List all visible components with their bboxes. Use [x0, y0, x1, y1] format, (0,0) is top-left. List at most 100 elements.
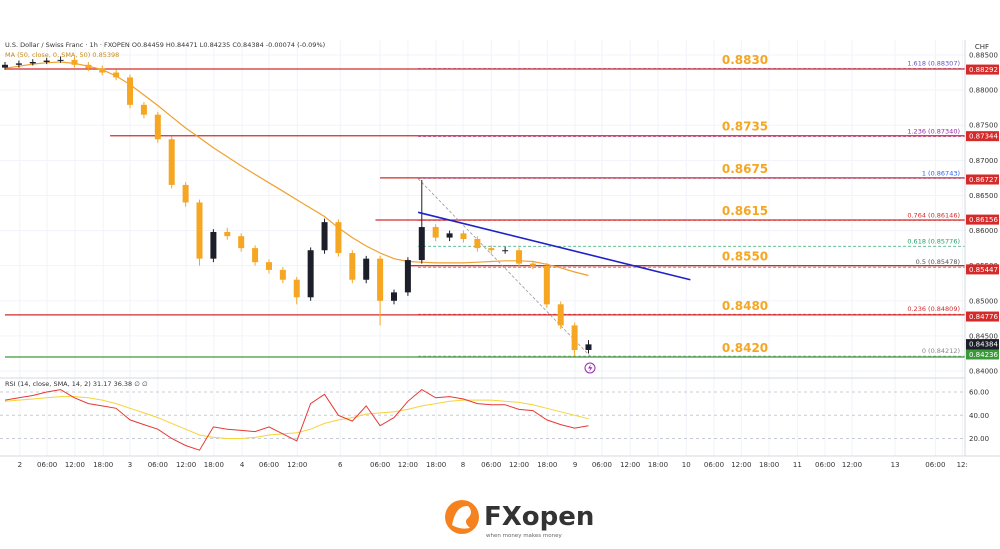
- alert-icon: [584, 362, 596, 374]
- level-label: 0.8675: [722, 162, 768, 176]
- fib-label: 1.618 (0.88307): [907, 60, 960, 68]
- candle-body: [307, 250, 314, 298]
- x-tick-label: 18:00: [759, 461, 779, 469]
- fib-label: 0.236 (0.84809): [907, 305, 960, 313]
- level-tag-box: [966, 131, 999, 142]
- x-tick-label: 06:00: [37, 461, 57, 469]
- candle-body: [543, 265, 550, 305]
- level-tag: 0.86156: [969, 216, 998, 224]
- logo-emblem-mark: [452, 505, 471, 529]
- candle-body: [293, 279, 300, 298]
- fib-label: 0.5 (0.85478): [916, 258, 960, 266]
- candle-body: [127, 77, 134, 105]
- x-tick-label: 06:00: [592, 461, 612, 469]
- last-price-tag: 0.84384: [969, 341, 998, 349]
- candle-body: [460, 233, 467, 239]
- level-tag-box: [966, 264, 999, 275]
- x-tick-label: 12:00: [731, 461, 751, 469]
- x-tick-label: 12:00: [620, 461, 640, 469]
- fib-anchor-line: [417, 178, 591, 357]
- candle-body: [432, 227, 439, 238]
- candle-body: [210, 231, 217, 259]
- y-tick-label: 0.88000: [969, 87, 998, 95]
- candle-body: [238, 236, 245, 249]
- candle-body: [557, 304, 564, 326]
- y-tick-label: 0.86500: [969, 192, 998, 200]
- x-tick-label: 12:00: [398, 461, 418, 469]
- y-tick-label: 0.88500: [969, 51, 998, 59]
- level-tag: 0.84776: [969, 313, 998, 321]
- candle-body: [154, 114, 161, 140]
- x-tick-label: 8: [461, 461, 465, 469]
- y-tick-label: 0.85000: [969, 297, 998, 305]
- rsi-tick-label: 60.00: [969, 388, 989, 396]
- x-tick-label: 06:00: [925, 461, 945, 469]
- candle-body: [377, 258, 384, 301]
- x-tick-label: 06:00: [370, 461, 390, 469]
- candle-body: [516, 250, 523, 264]
- candle-body: [488, 248, 495, 251]
- candle-body: [571, 325, 578, 350]
- x-tick-label: 18:00: [204, 461, 224, 469]
- x-tick-label: 12:00: [176, 461, 196, 469]
- rsi-ma-line: [4, 396, 589, 439]
- candle-body: [71, 59, 78, 65]
- candle-body: [363, 258, 370, 280]
- candle-body: [391, 292, 398, 301]
- x-tick-label: 4: [240, 461, 245, 469]
- currency-label: CHF: [975, 43, 989, 51]
- x-tick-label: 12:00: [509, 461, 529, 469]
- fib-label: 0 (0.84212): [922, 347, 960, 355]
- symbol-header: U.S. Dollar / Swiss Franc · 1h · FXOPEN …: [5, 41, 325, 49]
- candle-body: [321, 222, 328, 251]
- candle-body: [349, 253, 356, 280]
- y-tick-label: 0.84500: [969, 332, 998, 340]
- y-tick-label: 0.87500: [969, 122, 998, 130]
- rsi-tick-label: 40.00: [969, 412, 989, 420]
- level-label: 0.8480: [722, 299, 768, 313]
- x-tick-label: 12:: [957, 461, 968, 469]
- candle-body: [2, 64, 8, 68]
- x-tick-label: 12:00: [842, 461, 862, 469]
- candle-body: [529, 263, 536, 266]
- candle-body: [446, 233, 453, 238]
- candle-body: [43, 60, 50, 62]
- level-tag: 0.86727: [969, 176, 998, 184]
- low-tag-box: [966, 349, 999, 360]
- low-tag: 0.84236: [969, 351, 998, 359]
- x-tick-label: 06:00: [704, 461, 724, 469]
- grid: [0, 40, 965, 456]
- x-tick-label: 06:00: [481, 461, 501, 469]
- level-label: 0.8550: [722, 250, 768, 264]
- x-tick-label: 12:00: [65, 461, 85, 469]
- logo-brand: FXopen: [484, 502, 594, 532]
- level-label: 0.8735: [722, 120, 768, 134]
- candle-body: [224, 231, 231, 237]
- candle-body: [252, 248, 259, 263]
- x-tick-label: 18:00: [426, 461, 446, 469]
- y-tick-label: 0.84000: [969, 368, 998, 376]
- x-tick-label: 12:00: [287, 461, 307, 469]
- y-tick-label: 0.86000: [969, 227, 998, 235]
- x-tick-label: 06:00: [148, 461, 168, 469]
- fib-label: 1 (0.86743): [922, 169, 960, 177]
- candle-body: [85, 64, 92, 69]
- candle-body: [168, 139, 175, 185]
- x-tick-label: 18:00: [93, 461, 113, 469]
- level-label: 0.8830: [722, 53, 768, 67]
- level-tag: 0.88292: [969, 66, 998, 74]
- candle-body: [502, 250, 509, 252]
- ma-header: MA (50, close, 0, SMA, 50) 0.85398: [5, 51, 119, 59]
- candle-body: [99, 68, 106, 73]
- y-tick-label: 0.87000: [969, 157, 998, 165]
- candle-body: [404, 260, 411, 293]
- candle-body: [335, 222, 342, 254]
- x-tick-label: 6: [338, 461, 343, 469]
- x-tick-label: 13: [891, 461, 900, 469]
- x-tick-label: 18:00: [648, 461, 668, 469]
- level-tag-box: [966, 311, 999, 322]
- fib-label: 0.764 (0.86146): [907, 211, 960, 219]
- level-tag-box: [966, 64, 999, 75]
- level-label: 0.8615: [722, 204, 768, 218]
